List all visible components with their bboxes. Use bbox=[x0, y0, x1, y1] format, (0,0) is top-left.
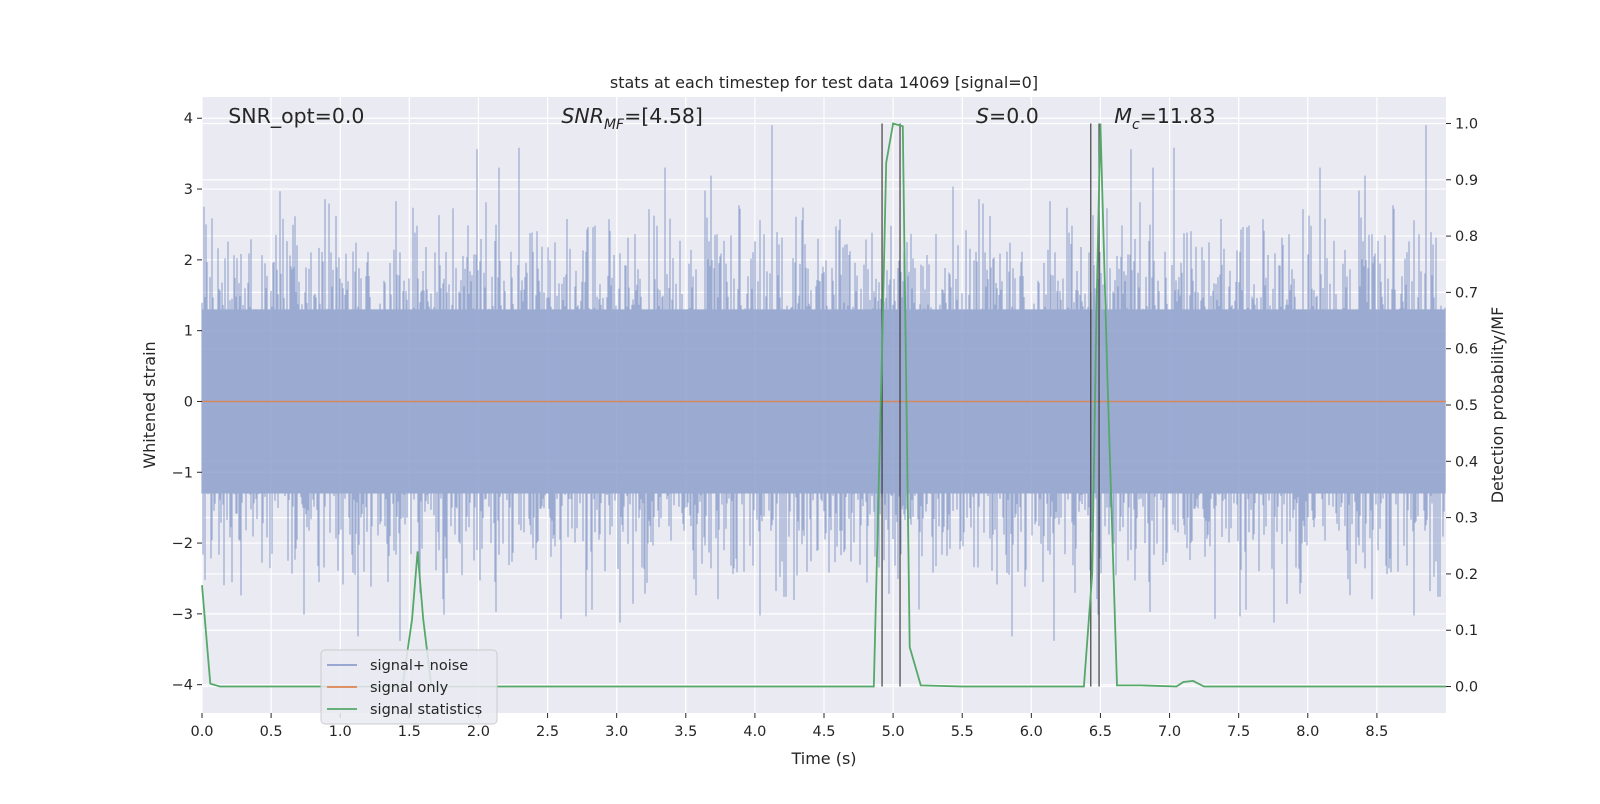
y-tick-label: −3 bbox=[172, 607, 193, 623]
legend-label: signal+ noise bbox=[370, 658, 468, 674]
y-tick-label: 2 bbox=[184, 253, 193, 269]
y2-tick-label: 0.7 bbox=[1455, 285, 1478, 301]
chart-title: stats at each timestep for test data 140… bbox=[610, 73, 1038, 92]
x-tick-label: 1.0 bbox=[329, 724, 352, 740]
x-tick-label: 7.5 bbox=[1227, 724, 1250, 740]
y-tick-label: 0 bbox=[184, 394, 193, 410]
annotation: S=0.0 bbox=[976, 104, 1039, 128]
legend: signal+ noise signal only signal statistic… bbox=[320, 649, 498, 725]
annotation-suffix: =[4.58] bbox=[624, 104, 703, 128]
y2-tick-label: 0.6 bbox=[1455, 342, 1478, 358]
annotation-subscript: c bbox=[1132, 117, 1140, 133]
annotation: SNR_opt=0.0 bbox=[228, 104, 364, 129]
x-tick-label: 6.5 bbox=[1089, 724, 1112, 740]
x-axis-label: Time (s) bbox=[790, 749, 856, 768]
x-tick-label: 6.0 bbox=[1020, 724, 1043, 740]
legend-label: signal only bbox=[370, 680, 449, 696]
y-tick-label: 1 bbox=[184, 324, 193, 340]
y2-tick-label: 0.5 bbox=[1455, 398, 1478, 414]
annotation: SNRMF=[4.58] bbox=[561, 104, 703, 133]
x-tick-label: 0.5 bbox=[260, 724, 283, 740]
annotation: Mc=11.83 bbox=[1114, 104, 1215, 133]
x-tick-label: 3.0 bbox=[605, 724, 628, 740]
legend-box bbox=[320, 649, 498, 725]
annotation-suffix: =0.0 bbox=[989, 104, 1039, 128]
annotation-main: SNR_opt=0.0 bbox=[228, 104, 364, 129]
y2-tick-label: 0.8 bbox=[1455, 229, 1478, 245]
y2-tick-label: 0.4 bbox=[1455, 454, 1478, 470]
x-tick-label: 7.0 bbox=[1158, 724, 1181, 740]
x-tick-label: 8.0 bbox=[1296, 724, 1319, 740]
annotation-subscript: MF bbox=[604, 117, 625, 133]
y2-tick-label: 0.0 bbox=[1455, 680, 1478, 696]
annotation-main: S bbox=[976, 104, 989, 128]
annotation-main: M bbox=[1114, 104, 1132, 128]
y2-tick-label: 1.0 bbox=[1455, 116, 1478, 132]
x-tick-label: 1.5 bbox=[398, 724, 421, 740]
y-tick-label: 3 bbox=[184, 182, 193, 198]
y2-tick-label: 0.9 bbox=[1455, 173, 1478, 189]
x-tick-label: 2.5 bbox=[536, 724, 559, 740]
y-tick-label: −1 bbox=[172, 465, 193, 481]
y2-tick-label: 0.3 bbox=[1455, 511, 1478, 527]
y-tick-label: 4 bbox=[184, 111, 193, 127]
x-tick-label: 0.0 bbox=[190, 724, 213, 740]
x-tick-label: 2.0 bbox=[467, 724, 490, 740]
x-tick-label: 5.0 bbox=[882, 724, 905, 740]
y2-tick-label: 0.1 bbox=[1455, 623, 1478, 639]
legend-label: signal statistics bbox=[370, 702, 482, 718]
y2-axis-label: Detection probability/MF bbox=[1488, 307, 1507, 504]
x-tick-label: 4.0 bbox=[743, 724, 766, 740]
x-tick-label: 5.5 bbox=[951, 724, 974, 740]
y-tick-label: −2 bbox=[172, 536, 193, 552]
y-tick-label: −4 bbox=[172, 678, 193, 694]
x-tick-label: 4.5 bbox=[812, 724, 835, 740]
x-tick-label: 3.5 bbox=[674, 724, 697, 740]
x-tick-label: 8.5 bbox=[1365, 724, 1388, 740]
tick-layer: 0.0 0.5 1.0 1.5 2.0 2.5 3.0 3.5 4.0 4.5 5.0 5.5 6.0 6… bbox=[172, 111, 1478, 740]
annotation-layer: SNR_opt=0.0 SNRMF=[4.58] S=0.0 Mc=11.83 bbox=[228, 104, 1215, 133]
annotation-main: SNR bbox=[561, 104, 604, 128]
annotation-suffix: =11.83 bbox=[1140, 104, 1216, 128]
y-axis-label: Whitened strain bbox=[140, 341, 159, 468]
y2-tick-label: 0.2 bbox=[1455, 567, 1478, 583]
